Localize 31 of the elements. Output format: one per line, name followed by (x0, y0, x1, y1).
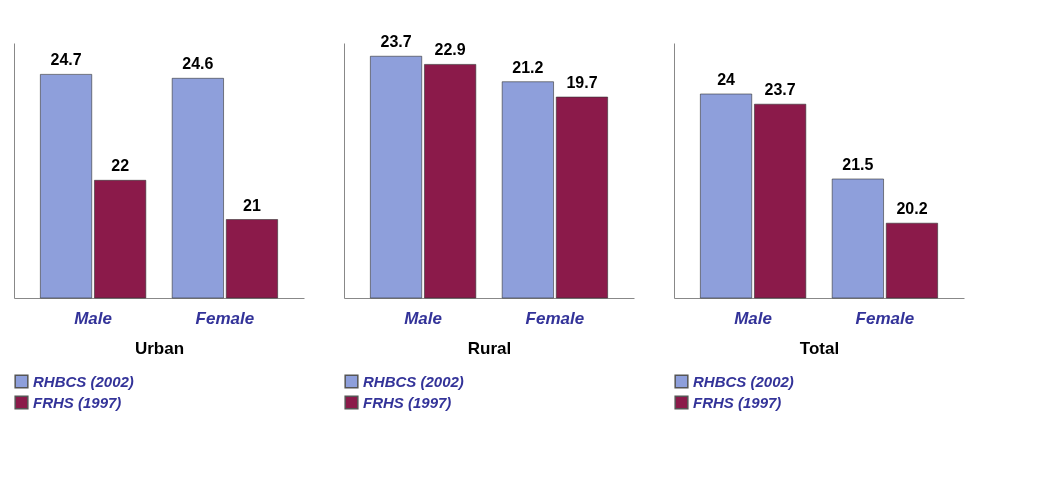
data-label: 24 (717, 71, 736, 88)
data-label: 21.2 (512, 58, 544, 76)
x-tick-label: Male (404, 308, 442, 328)
x-tick-label: Female (855, 308, 915, 328)
data-label: 19.7 (566, 74, 598, 92)
x-tick-label: Male (74, 308, 112, 328)
x-tick-label: Female (195, 308, 255, 328)
x-tick-label: Female (525, 308, 585, 328)
data-label: 24.7 (50, 51, 82, 69)
x-axis-title: Total (799, 338, 840, 358)
legend-label: FRHS (1997) (693, 393, 782, 411)
legend-label: RHBCS (2002) (363, 372, 464, 390)
legend-label: RHBCS (2002) (693, 372, 794, 390)
legend-label: RHBCS (2002) (33, 372, 134, 390)
legend-label: FRHS (1997) (363, 393, 452, 411)
bar (555, 96, 608, 299)
data-label: 24.6 (182, 55, 214, 73)
legend-label: FRHS (1997) (33, 393, 122, 411)
data-label: 23.7 (764, 81, 796, 99)
bar (370, 55, 423, 299)
data-label: 23.7 (380, 33, 412, 51)
bar (424, 64, 477, 299)
data-label: 20.2 (896, 200, 928, 218)
x-axis-title: Urban (134, 338, 185, 358)
data-label: 22 (111, 157, 130, 175)
x-axis-title: Rural (467, 338, 512, 358)
data-label: 21 (243, 196, 261, 214)
data-label: 22.9 (434, 41, 466, 59)
x-tick-label: Male (734, 308, 772, 328)
data-label: 21.5 (842, 156, 874, 173)
bar (501, 81, 554, 299)
